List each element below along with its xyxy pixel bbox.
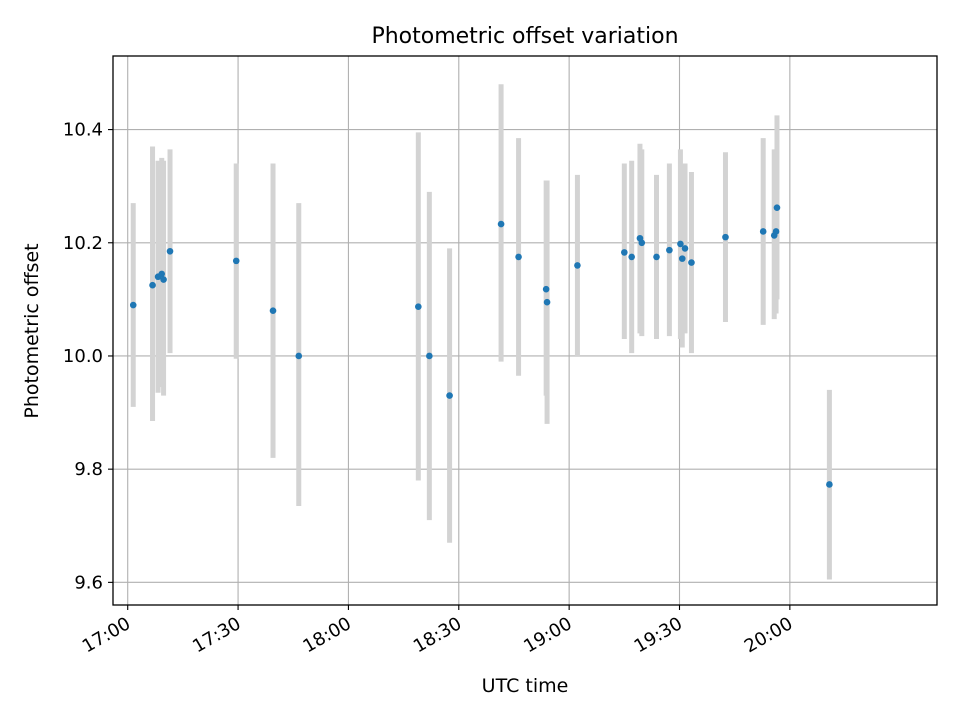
x-axis-label: UTC time <box>482 675 569 697</box>
y-axis-label: Photometric offset <box>21 243 43 418</box>
x-tick-label: 17:30 <box>189 613 244 657</box>
data-point <box>515 253 522 261</box>
data-point <box>542 285 550 293</box>
data-point <box>678 255 686 262</box>
data-point <box>621 249 628 256</box>
x-tick-label: 18:00 <box>300 613 355 657</box>
data-point <box>574 262 581 269</box>
x-tick-label: 19:00 <box>520 613 575 657</box>
data-point <box>759 228 767 235</box>
chart-title: Photometric offset variation <box>371 24 678 49</box>
data-point <box>826 481 833 488</box>
x-tick-label: 18:30 <box>410 613 465 657</box>
data-point <box>772 228 780 235</box>
data-point <box>722 233 729 241</box>
data-point <box>166 247 174 255</box>
data-point <box>688 259 695 266</box>
data-point <box>543 298 551 306</box>
data-point <box>653 253 660 261</box>
data-point <box>269 307 277 314</box>
x-tick-label: 20:00 <box>741 613 796 657</box>
y-tick-label: 10.2 <box>63 233 103 254</box>
data-points <box>129 204 833 488</box>
x-tick-label: 17:00 <box>79 613 134 657</box>
y-tick-label: 9.6 <box>74 572 103 593</box>
data-point <box>158 270 166 278</box>
data-point <box>160 276 167 283</box>
data-point <box>638 239 646 247</box>
y-tick-label: 10.0 <box>63 346 103 367</box>
data-point <box>497 220 505 228</box>
data-point <box>446 392 453 399</box>
plot-frame <box>112 55 938 606</box>
y-tick-label: 9.8 <box>74 459 103 480</box>
data-point <box>295 352 303 360</box>
data-point <box>773 204 781 211</box>
data-point <box>415 303 422 311</box>
y-tick-label: 10.4 <box>63 120 103 141</box>
data-point <box>666 246 673 254</box>
x-tick-label: 19:30 <box>631 613 686 657</box>
data-point <box>232 257 240 265</box>
data-point <box>681 245 689 252</box>
data-point <box>129 301 137 309</box>
data-point <box>149 281 156 289</box>
data-point <box>628 253 635 261</box>
data-point <box>677 240 684 248</box>
data-point <box>426 352 433 360</box>
